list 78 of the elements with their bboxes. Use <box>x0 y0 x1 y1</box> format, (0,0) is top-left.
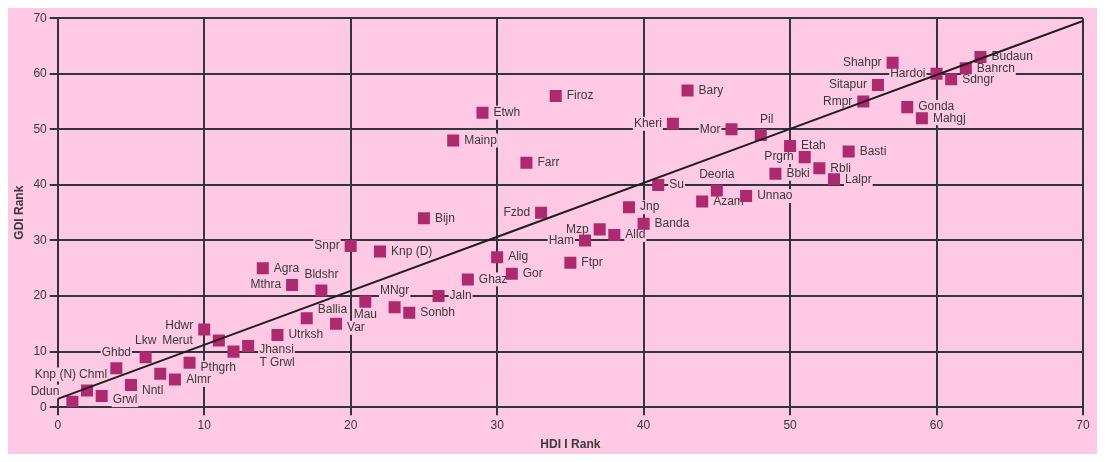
annotation: Ghaz <box>478 271 508 286</box>
annotation: Kheri <box>633 116 662 131</box>
annotation: Pil <box>760 112 774 127</box>
annotation: Budaun <box>991 49 1033 64</box>
annotation: Alld <box>625 227 646 242</box>
annotation: Agra <box>273 260 300 275</box>
annotation: Gonda <box>918 99 955 114</box>
annotation: Deoria <box>699 166 735 181</box>
x-tick-label: 50 <box>783 417 798 432</box>
x-tick-label: 0 <box>54 417 62 432</box>
annotation: Pthgrh <box>200 360 236 375</box>
annotation: Ddun <box>30 383 60 398</box>
x-axis-title: HDI I Rank <box>540 437 601 452</box>
annotation: Almr <box>186 372 211 387</box>
y-tick-label: 0 <box>40 399 48 414</box>
annotation: MNgr <box>379 283 410 298</box>
annotation: Mahgj <box>932 110 966 125</box>
annotation: Knp (N) <box>34 366 77 381</box>
annotation: Grwl <box>112 392 138 407</box>
y-axis-title: GDI Rank <box>11 185 26 240</box>
y-tick-label: 10 <box>33 343 48 358</box>
annotation: Unnao <box>757 188 793 203</box>
x-tick-label: 10 <box>197 417 212 432</box>
x-tick-label: 60 <box>929 417 944 432</box>
annotation: Fzbd <box>503 205 531 220</box>
annotation: Alig <box>508 249 529 264</box>
annotation: Bijn <box>434 210 455 225</box>
annotation: Sitapur <box>828 77 867 92</box>
annotation: Banda <box>654 216 690 231</box>
annotation: Mthra <box>250 277 282 292</box>
annotation: Etwh <box>493 104 521 119</box>
annotation: Basti <box>859 143 887 158</box>
annotation: Bary <box>698 82 724 97</box>
annotation: Utrksh <box>288 327 324 342</box>
x-tick-label: 30 <box>490 417 505 432</box>
annotation: Lkw <box>134 333 157 348</box>
annotation: Merut <box>162 332 194 347</box>
annotation: Snpr <box>314 238 340 253</box>
annotation: Bbki <box>786 166 810 181</box>
annotation: Su <box>669 177 684 192</box>
annotation: Chml <box>79 366 108 381</box>
y-tick-label: 50 <box>33 121 48 136</box>
annotation: Sonbh <box>420 305 455 320</box>
annotation: Bahrch <box>976 60 1015 75</box>
x-tick-label: 20 <box>344 417 358 432</box>
annotation: Ham <box>548 232 575 247</box>
annotation: Bldshr <box>304 266 339 281</box>
annotation: T Grwl <box>259 354 295 369</box>
annotation: Shahpr <box>842 54 882 69</box>
y-tick-label: 60 <box>33 66 48 81</box>
annotation: Etah <box>801 138 826 153</box>
y-tick-label: 70 <box>33 10 48 25</box>
annotation: Nntl <box>141 383 164 398</box>
annotation: Var <box>347 320 365 335</box>
annotation: Ghbd <box>101 344 132 359</box>
x-tick-label: 40 <box>636 417 651 432</box>
annotation: Mau <box>353 306 377 321</box>
annotation: Firoz <box>566 88 594 103</box>
annotation: Sdngr <box>962 71 995 86</box>
annotation: Jnp <box>639 199 660 214</box>
annotation: Prgrh <box>764 149 794 164</box>
annotation: Hardoi <box>890 66 926 81</box>
annotation: Ftpr <box>581 255 603 270</box>
annotation: Knp (D) <box>390 243 433 258</box>
annotation: Ballia <box>317 301 348 316</box>
annotation: Mainp <box>464 132 498 147</box>
annotation: Rmpr <box>822 93 853 108</box>
annotation: Farr <box>537 155 560 169</box>
y-tick-label: 30 <box>33 232 48 247</box>
y-tick-label: 40 <box>33 177 48 192</box>
annotation: Hdwr <box>165 317 194 332</box>
annotation: Jaln <box>449 288 472 303</box>
annotation: Lalpr <box>845 171 872 186</box>
annotation: Jhansi <box>259 342 294 357</box>
annotation: Mor <box>699 121 721 136</box>
x-tick-label: 70 <box>1076 417 1090 432</box>
annotation: Gor <box>522 266 543 281</box>
y-tick-label: 20 <box>33 288 48 303</box>
